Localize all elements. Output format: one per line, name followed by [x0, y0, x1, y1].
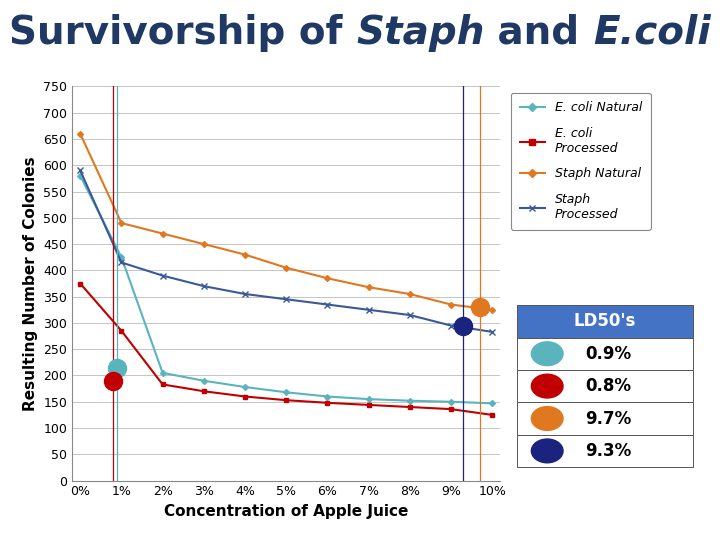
Legend: E. coli Natural, E. coli
Processed, Staph Natural, Staph
Processed: E. coli Natural, E. coli Processed, Stap… [511, 93, 651, 230]
Text: Staph: Staph [356, 14, 485, 51]
Staph Natural [117, 220, 126, 226]
E. coli
Processed [323, 400, 332, 406]
Staph
Processed [488, 329, 497, 335]
Staph Natural [488, 307, 497, 313]
E. coli
Processed [76, 280, 84, 287]
Staph
Processed [240, 291, 249, 297]
Staph Natural [282, 265, 291, 271]
Text: 0.8%: 0.8% [585, 377, 631, 395]
E. coli Natural [158, 369, 167, 376]
Staph
Processed [199, 283, 208, 289]
E. coli Natural [405, 397, 414, 404]
Staph Natural [323, 275, 332, 281]
Staph
Processed [76, 167, 84, 174]
Text: and: and [485, 14, 593, 51]
Staph
Processed [117, 259, 126, 266]
E. coli Natural [199, 377, 208, 384]
E. coli Natural [323, 393, 332, 400]
Staph Natural [158, 231, 167, 237]
Line: Staph Natural: Staph Natural [78, 132, 494, 312]
Staph Natural [199, 241, 208, 247]
E. coli
Processed [405, 404, 414, 410]
E. coli
Processed [282, 397, 291, 403]
Staph Natural [76, 131, 84, 137]
Text: 9.3%: 9.3% [585, 442, 631, 460]
Staph Natural [405, 291, 414, 297]
Staph
Processed [405, 312, 414, 318]
Y-axis label: Resulting Number of Colonies: Resulting Number of Colonies [22, 156, 37, 411]
Text: E.coli: E.coli [593, 14, 711, 51]
Line: E. coli Natural: E. coli Natural [78, 174, 494, 406]
E. coli Natural [117, 254, 126, 260]
Staph
Processed [446, 322, 455, 329]
Text: 0.9%: 0.9% [585, 345, 631, 363]
Staph
Processed [323, 301, 332, 308]
Staph
Processed [282, 296, 291, 302]
Text: 9.7%: 9.7% [585, 409, 631, 428]
Staph
Processed [364, 307, 373, 313]
Staph Natural [446, 301, 455, 308]
E. coli
Processed [488, 411, 497, 418]
Line: Staph
Processed: Staph Processed [77, 167, 495, 335]
X-axis label: Concentration of Apple Juice: Concentration of Apple Juice [164, 504, 408, 519]
E. coli Natural [488, 400, 497, 407]
E. coli
Processed [158, 381, 167, 388]
Text: Survivorship of: Survivorship of [9, 14, 356, 51]
E. coli Natural [446, 399, 455, 405]
Staph Natural [240, 251, 249, 258]
E. coli Natural [240, 384, 249, 390]
E. coli
Processed [364, 402, 373, 408]
E. coli
Processed [240, 393, 249, 400]
E. coli
Processed [117, 328, 126, 334]
Staph
Processed [158, 272, 167, 279]
Text: LD50's: LD50's [574, 312, 636, 330]
E. coli Natural [364, 396, 373, 402]
E. coli Natural [76, 172, 84, 179]
Line: E. coli
Processed: E. coli Processed [78, 281, 494, 417]
Staph Natural [364, 284, 373, 291]
E. coli Natural [282, 389, 291, 395]
E. coli
Processed [199, 388, 208, 395]
E. coli
Processed [446, 406, 455, 413]
